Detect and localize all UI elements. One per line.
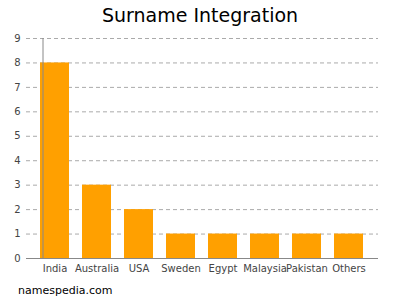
svg-text:Egypt: Egypt	[209, 263, 238, 274]
svg-text:Pakistan: Pakistan	[286, 263, 328, 274]
svg-text:0: 0	[14, 253, 20, 264]
svg-text:1: 1	[14, 228, 20, 239]
html-text:Surname Integration: Surname Integration	[101, 4, 299, 26]
svg-text:2: 2	[14, 204, 20, 215]
svg-text:Sweden: Sweden	[161, 263, 201, 274]
svg-text:8: 8	[14, 57, 20, 68]
svg-text:6: 6	[14, 106, 20, 117]
svg-text:9: 9	[14, 33, 20, 44]
svg-text:4: 4	[14, 155, 20, 166]
svg-text:Malaysia: Malaysia	[243, 263, 287, 274]
svg-text:5: 5	[14, 130, 20, 141]
svg-text:Others: Others	[332, 263, 366, 274]
svg-text:USA: USA	[129, 263, 150, 274]
svg-text:7: 7	[14, 82, 20, 93]
svg-text:3: 3	[14, 179, 20, 190]
svg-text:Australia: Australia	[75, 263, 119, 274]
html-text:namespedia.com: namespedia.com	[18, 284, 113, 297]
svg-text:India: India	[43, 263, 68, 274]
